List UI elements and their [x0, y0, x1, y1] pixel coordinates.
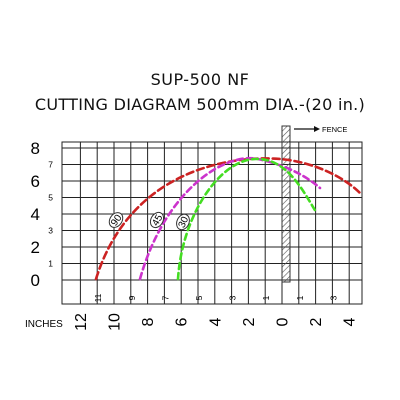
units-label: INCHES	[25, 319, 63, 330]
curve-tag-30	[176, 213, 190, 231]
x-minor-tick-label: 3	[228, 295, 238, 300]
y-minor-tick-label: 1	[48, 259, 53, 269]
x-major-tick-label: 6	[174, 317, 191, 326]
grid	[61, 125, 363, 305]
y-major-tick-label: 2	[31, 238, 40, 257]
x-major-tick-label: 12	[73, 313, 90, 331]
x-minor-tick-label: 5	[194, 295, 204, 300]
x-major-tick-label: 2	[241, 317, 258, 326]
y-minor-tick-label: 7	[48, 160, 53, 170]
x-major-tick-label: 4	[342, 317, 359, 326]
x-minor-tick-label: 1	[295, 295, 305, 300]
x-major-tick-label: 2	[308, 317, 325, 326]
grid-frame	[61, 141, 363, 305]
curve-tag-90	[108, 212, 124, 228]
diagram-subtitle: CUTTING DIAGRAM 500mm DIA.-(20 in.)	[34, 95, 366, 114]
fence-arrow-head	[314, 126, 320, 132]
y-major-tick-label: 6	[31, 172, 40, 191]
cut-curve-90	[94, 157, 362, 281]
cut-curve-45	[138, 156, 322, 281]
curve-tag-45	[149, 211, 165, 229]
x-minor-tick-label: 9	[127, 295, 137, 300]
y-minor-tick-label: 3	[48, 226, 53, 236]
y-major-tick-label: 8	[31, 139, 40, 158]
y-major-tick-label: 4	[31, 205, 40, 224]
x-major-tick-label: 10	[107, 313, 124, 331]
y-minor-tick-label: 5	[48, 193, 53, 203]
curve-label-45: 45	[150, 213, 165, 229]
fence-marker	[281, 125, 291, 283]
fence-label: FENCE	[322, 125, 347, 134]
x-major-tick-label: 0	[275, 317, 292, 326]
x-major-tick-label: 4	[207, 317, 224, 326]
x-minor-tick-label: 11	[93, 293, 103, 302]
curve-label-30: 30	[177, 215, 192, 230]
x-minor-tick-label: 1	[261, 295, 271, 300]
cut-curves: 90 45 30	[94, 156, 362, 281]
x-minor-tick-label: 7	[160, 295, 170, 300]
diagram-title: SUP-500 NF	[150, 70, 250, 89]
cut-curve-30	[176, 157, 318, 281]
x-minor-tick-label: 3	[328, 295, 338, 300]
x-major-tick-label: 8	[140, 317, 157, 326]
y-major-tick-label: 0	[31, 271, 40, 290]
